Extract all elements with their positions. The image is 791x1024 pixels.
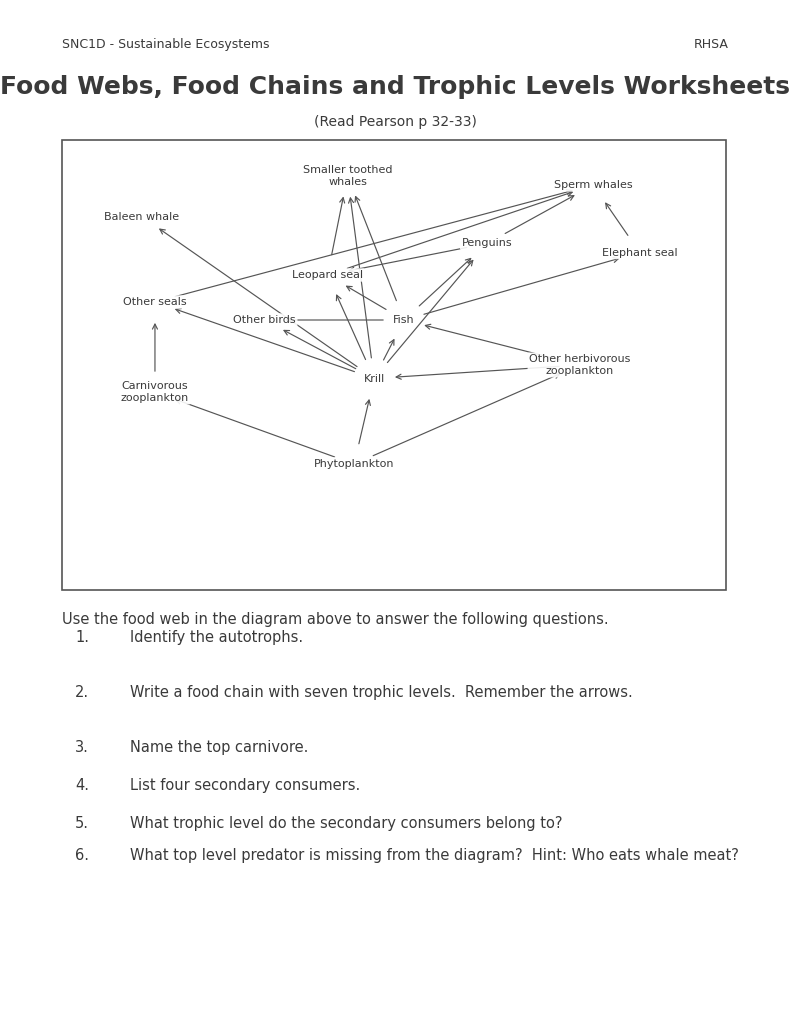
Text: Food Webs, Food Chains and Trophic Levels Worksheets: Food Webs, Food Chains and Trophic Level…: [1, 75, 790, 99]
Text: 1.: 1.: [75, 630, 89, 645]
Text: Leopard seal: Leopard seal: [292, 270, 363, 280]
Text: Penguins: Penguins: [462, 239, 513, 249]
Text: List four secondary consumers.: List four secondary consumers.: [130, 778, 360, 793]
Bar: [62, 140, 726, 590]
Text: RHSA: RHSA: [694, 38, 729, 51]
Text: What top level predator is missing from the diagram?  Hint: Who eats whale meat?: What top level predator is missing from …: [130, 848, 739, 863]
Text: Sperm whales: Sperm whales: [554, 180, 633, 190]
Text: Carnivorous
zooplankton: Carnivorous zooplankton: [121, 381, 189, 402]
Text: (Read Pearson p 32-33): (Read Pearson p 32-33): [314, 115, 477, 129]
Text: Krill: Krill: [363, 374, 384, 384]
Text: Smaller toothed
whales: Smaller toothed whales: [303, 165, 392, 186]
Text: Elephant seal: Elephant seal: [602, 248, 678, 257]
Text: 4.: 4.: [75, 778, 89, 793]
Text: Other seals: Other seals: [123, 297, 187, 307]
Text: Other herbivorous
zooplankton: Other herbivorous zooplankton: [529, 354, 630, 376]
Text: Phytoplankton: Phytoplankton: [314, 459, 395, 469]
Text: Fish: Fish: [393, 315, 414, 325]
Text: Name the top carnivore.: Name the top carnivore.: [130, 740, 308, 755]
Text: 3.: 3.: [75, 740, 89, 755]
Text: SNC1D - Sustainable Ecosystems: SNC1D - Sustainable Ecosystems: [62, 38, 270, 51]
Text: Write a food chain with seven trophic levels.  Remember the arrows.: Write a food chain with seven trophic le…: [130, 685, 633, 700]
Text: Other birds: Other birds: [233, 315, 296, 325]
Text: What trophic level do the secondary consumers belong to?: What trophic level do the secondary cons…: [130, 816, 562, 831]
Text: Identify the autotrophs.: Identify the autotrophs.: [130, 630, 303, 645]
Text: 5.: 5.: [75, 816, 89, 831]
Text: 6.: 6.: [75, 848, 89, 863]
Text: 2.: 2.: [75, 685, 89, 700]
Text: Use the food web in the diagram above to answer the following questions.: Use the food web in the diagram above to…: [62, 612, 608, 627]
Text: Baleen whale: Baleen whale: [104, 212, 180, 221]
